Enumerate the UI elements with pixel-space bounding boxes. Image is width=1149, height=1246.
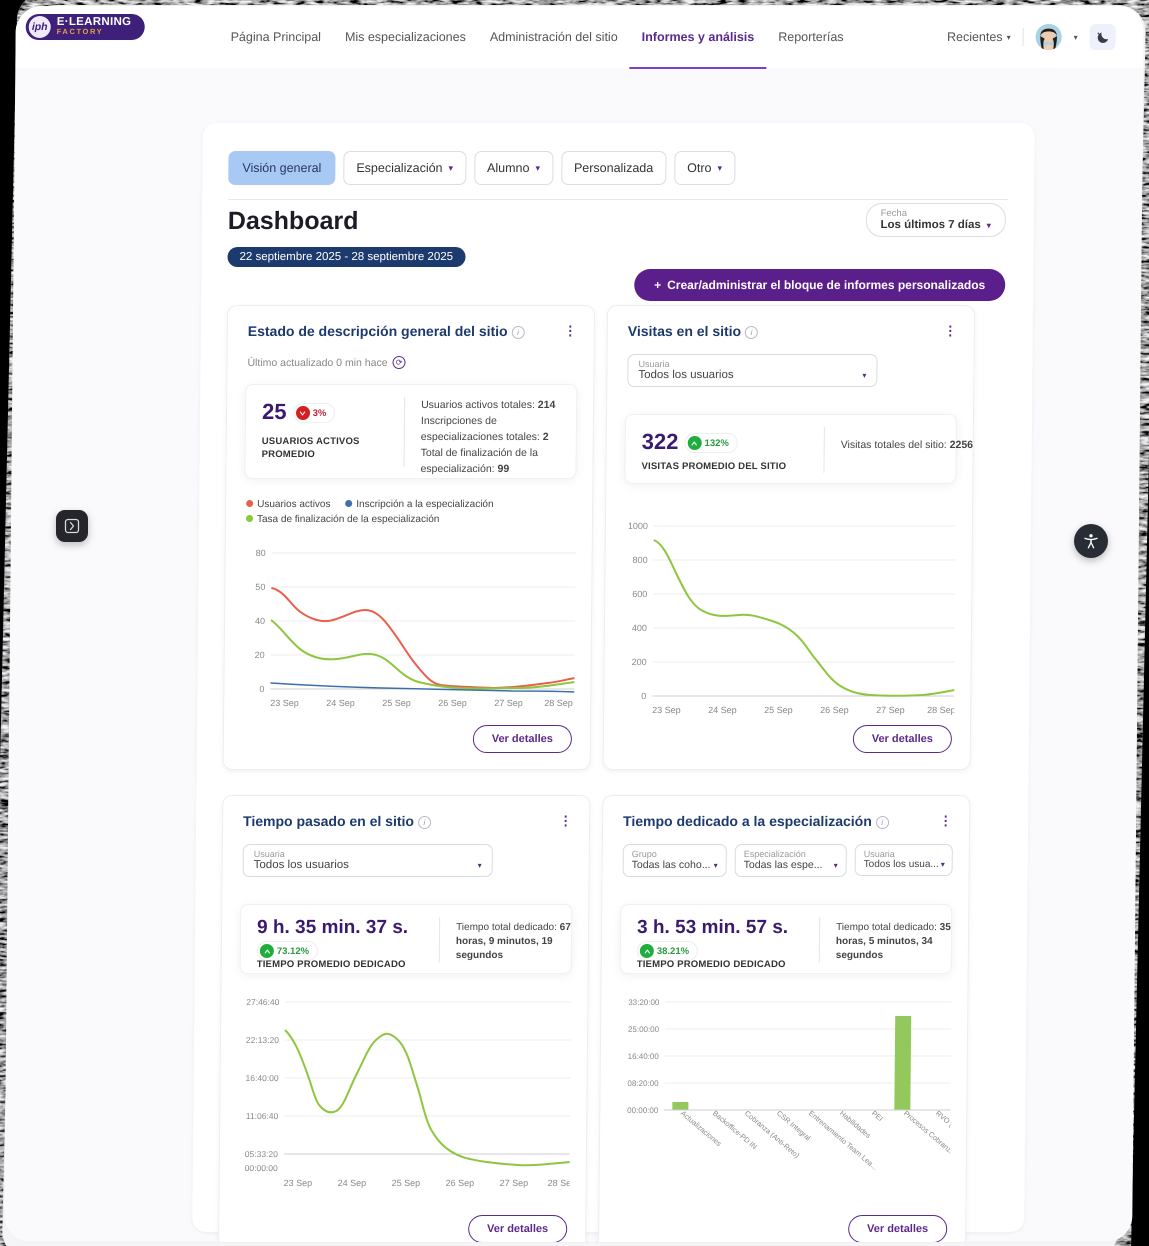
svg-text:28 Sep: 28 Sep bbox=[548, 1178, 572, 1188]
svg-text:26 Sep: 26 Sep bbox=[446, 1178, 475, 1188]
svg-text:00:00:00: 00:00:00 bbox=[245, 1163, 278, 1173]
svg-text:200: 200 bbox=[632, 657, 647, 667]
svg-text:16:40:00: 16:40:00 bbox=[628, 1052, 660, 1061]
svg-text:400: 400 bbox=[632, 623, 647, 633]
svg-text:26 Sep: 26 Sep bbox=[438, 698, 467, 708]
svg-text:800: 800 bbox=[633, 555, 648, 565]
svg-text:26 Sep: 26 Sep bbox=[820, 705, 849, 715]
svg-text:25 Sep: 25 Sep bbox=[382, 698, 411, 708]
svg-text:600: 600 bbox=[632, 589, 647, 599]
svg-text:25 Sep: 25 Sep bbox=[392, 1178, 421, 1188]
svg-text:11:06:40: 11:06:40 bbox=[246, 1111, 279, 1121]
svg-text:27:46:40: 27:46:40 bbox=[246, 997, 279, 1007]
svg-text:05:33:20: 05:33:20 bbox=[245, 1149, 278, 1159]
svg-text:25:00:00: 25:00:00 bbox=[628, 1025, 660, 1034]
svg-text:27 Sep: 27 Sep bbox=[500, 1178, 529, 1188]
svg-text:33:20:00: 33:20:00 bbox=[628, 998, 660, 1007]
svg-text:PEI: PEI bbox=[870, 1109, 885, 1123]
svg-text:1000: 1000 bbox=[628, 521, 648, 531]
svg-text:23 Sep: 23 Sep bbox=[284, 1178, 313, 1188]
svg-text:80: 80 bbox=[256, 548, 266, 558]
svg-text:40: 40 bbox=[255, 616, 265, 626]
svg-text:27 Sep: 27 Sep bbox=[494, 698, 523, 708]
svg-text:08:20:00: 08:20:00 bbox=[627, 1079, 659, 1088]
svg-text:0: 0 bbox=[641, 691, 646, 701]
svg-text:23 Sep: 23 Sep bbox=[270, 698, 299, 708]
svg-text:Cobranza (Anti-Reto): Cobranza (Anti-Reto) bbox=[743, 1109, 801, 1160]
svg-text:25 Sep: 25 Sep bbox=[764, 705, 793, 715]
svg-text:16:40:00: 16:40:00 bbox=[246, 1073, 279, 1083]
svg-text:0: 0 bbox=[259, 684, 264, 694]
svg-text:24 Sep: 24 Sep bbox=[326, 698, 355, 708]
svg-text:22:13:20: 22:13:20 bbox=[246, 1035, 279, 1045]
svg-text:00:00:00: 00:00:00 bbox=[627, 1106, 659, 1115]
svg-text:50: 50 bbox=[255, 582, 265, 592]
svg-text:28 Sep: 28 Sep bbox=[927, 705, 956, 715]
svg-text:27 Sep: 27 Sep bbox=[876, 705, 905, 715]
svg-text:23 Sep: 23 Sep bbox=[652, 705, 681, 715]
svg-text:28 Sep: 28 Sep bbox=[544, 698, 573, 708]
svg-text:24 Sep: 24 Sep bbox=[708, 705, 737, 715]
svg-text:20: 20 bbox=[255, 650, 265, 660]
svg-text:24 Sep: 24 Sep bbox=[338, 1178, 367, 1188]
